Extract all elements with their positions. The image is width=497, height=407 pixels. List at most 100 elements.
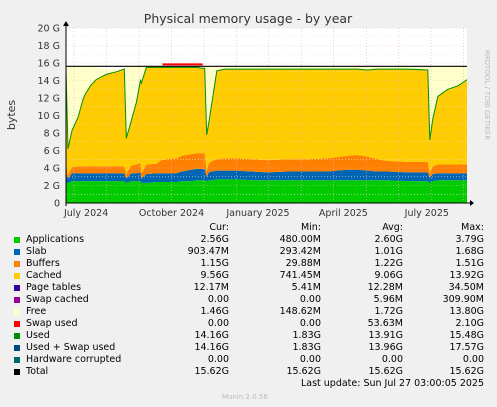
y-tick-label: 6 G	[44, 146, 60, 157]
legend-value-cur: 2.56G	[200, 234, 229, 245]
legend-value-min: 148.62M	[279, 306, 321, 317]
last-update-text: Last update: Sun Jul 27 03:00:05 2025	[300, 378, 484, 389]
legend-value-max: 17.57G	[449, 342, 484, 353]
legend-color-swatch	[14, 285, 20, 291]
legend-row-label: Swap cached	[26, 294, 89, 305]
y-tick-label: 12 G	[38, 94, 60, 105]
legend-value-cur: 1.15G	[200, 258, 229, 269]
chart-title: Physical memory usage - by year	[144, 11, 353, 26]
legend-row-label: Applications	[26, 234, 85, 245]
legend-value-avg: 13.91G	[368, 330, 403, 341]
legend-value-max: 2.10G	[455, 318, 484, 329]
legend-column-header: Cur:	[209, 222, 229, 233]
legend-value-min: 0.00	[299, 294, 321, 305]
y-tick-label: 4 G	[44, 164, 60, 175]
x-tick-label: January 2025	[225, 208, 289, 219]
series-free-area	[66, 64, 467, 149]
y-tick-label: 16 G	[38, 59, 60, 70]
legend-value-avg: 15.62G	[368, 366, 403, 377]
legend-row-label: Used	[26, 330, 50, 341]
legend-value-max: 0.00	[462, 354, 484, 365]
series-applications-area	[66, 179, 467, 203]
legend-value-max: 1.51G	[455, 258, 484, 269]
y-axis-arrow	[63, 21, 69, 26]
legend-column-header: Min:	[300, 222, 321, 233]
legend-value-avg: 13.96G	[368, 342, 403, 353]
legend-value-max: 34.50M	[448, 282, 484, 293]
legend-color-swatch	[14, 249, 20, 255]
legend-color-swatch	[14, 345, 20, 351]
legend-color-swatch	[14, 237, 20, 243]
y-tick-label: 10 G	[38, 111, 60, 122]
legend-row-label: Slab	[26, 246, 47, 257]
legend-row-label: Buffers	[26, 258, 60, 269]
y-tick-label: 8 G	[44, 129, 60, 140]
x-tick-label: July 2024	[63, 208, 108, 219]
legend-value-cur: 0.00	[207, 294, 229, 305]
legend-value-max: 15.62G	[449, 366, 484, 377]
legend-column-header: Max:	[461, 222, 484, 233]
y-tick-label: 14 G	[38, 76, 60, 87]
legend-value-cur: 15.62G	[194, 366, 229, 377]
legend-value-min: 741.45M	[279, 270, 321, 281]
legend-value-min: 1.83G	[292, 342, 321, 353]
legend-row-label: Page tables	[26, 282, 82, 293]
grid-lines	[66, 27, 467, 203]
legend-color-swatch	[14, 309, 20, 315]
legend-row-label: Swap used	[26, 318, 78, 329]
x-tick-label: October 2024	[139, 208, 204, 219]
legend-value-min: 0.00	[299, 354, 321, 365]
series-cached-area	[66, 67, 467, 175]
munin-version: Munin 2.0.56	[222, 393, 268, 401]
legend-value-min: 29.88M	[285, 258, 321, 269]
legend-row-label: Cached	[26, 270, 62, 281]
legend-value-avg: 2.60G	[374, 234, 403, 245]
legend-value-max: 3.79G	[455, 234, 484, 245]
y-tick-label: 2 G	[44, 181, 60, 192]
y-tick-label: 0	[54, 199, 60, 210]
legend-row-label: Free	[26, 306, 47, 317]
axis-ticks: 0 2 G 4 G 6 G 8 G 10 G 12 G 14 G 16 G 18 G 20 G Jul…	[38, 24, 449, 220]
memory-chart: Physical memory usage - by year bytes RR…	[5, 11, 491, 220]
legend-color-swatch	[14, 273, 20, 279]
legend-value-cur: 0.00	[207, 354, 229, 365]
y-tick-label: 20 G	[38, 24, 60, 35]
legend-value-avg: 1.22G	[374, 258, 403, 269]
legend-value-avg: 0.00	[381, 354, 403, 365]
legend-value-max: 13.92G	[449, 270, 484, 281]
x-tick-label: April 2025	[319, 208, 368, 219]
legend-value-cur: 9.56G	[200, 270, 229, 281]
legend-value-min: 15.62G	[286, 366, 321, 377]
legend-color-swatch	[14, 369, 20, 375]
legend-value-min: 293.42M	[279, 246, 321, 257]
legend-color-swatch	[14, 357, 20, 363]
legend-value-cur: 1.46G	[200, 306, 229, 317]
legend-column-header: Avg:	[382, 222, 403, 233]
legend-value-avg: 1.72G	[374, 306, 403, 317]
legend-value-cur: 12.17M	[193, 282, 229, 293]
legend-value-cur: 903.47M	[187, 246, 229, 257]
legend-value-avg: 9.06G	[374, 270, 403, 281]
legend-color-swatch	[14, 261, 20, 267]
legend-value-cur: 0.00	[207, 318, 229, 329]
legend-row-label: Total	[26, 366, 49, 377]
legend-value-min: 5.41M	[291, 282, 321, 293]
y-axis-label: bytes	[5, 100, 18, 131]
legend-color-swatch	[14, 333, 20, 339]
legend-row-label: Used + Swap used	[26, 342, 116, 353]
used-line	[65, 66, 468, 149]
legend-value-max: 13.80G	[449, 306, 484, 317]
legend-value-cur: 14.16G	[194, 330, 229, 341]
legend-color-swatch	[14, 321, 20, 327]
overlay-lines	[65, 63, 468, 149]
legend-value-min: 1.83G	[292, 330, 321, 341]
rrdtool-watermark: RRDTOOL / TOBI OETIKER	[483, 50, 491, 140]
y-tick-label: 18 G	[38, 41, 60, 52]
legend-color-swatch	[14, 297, 20, 303]
legend-value-max: 1.68G	[455, 246, 484, 257]
legend-value-max: 15.48G	[449, 330, 484, 341]
legend-value-min: 0.00	[299, 318, 321, 329]
x-tick-label: July 2025	[404, 208, 449, 219]
legend-value-max: 309.90M	[442, 294, 484, 305]
legend-value-avg: 5.96M	[373, 294, 403, 305]
